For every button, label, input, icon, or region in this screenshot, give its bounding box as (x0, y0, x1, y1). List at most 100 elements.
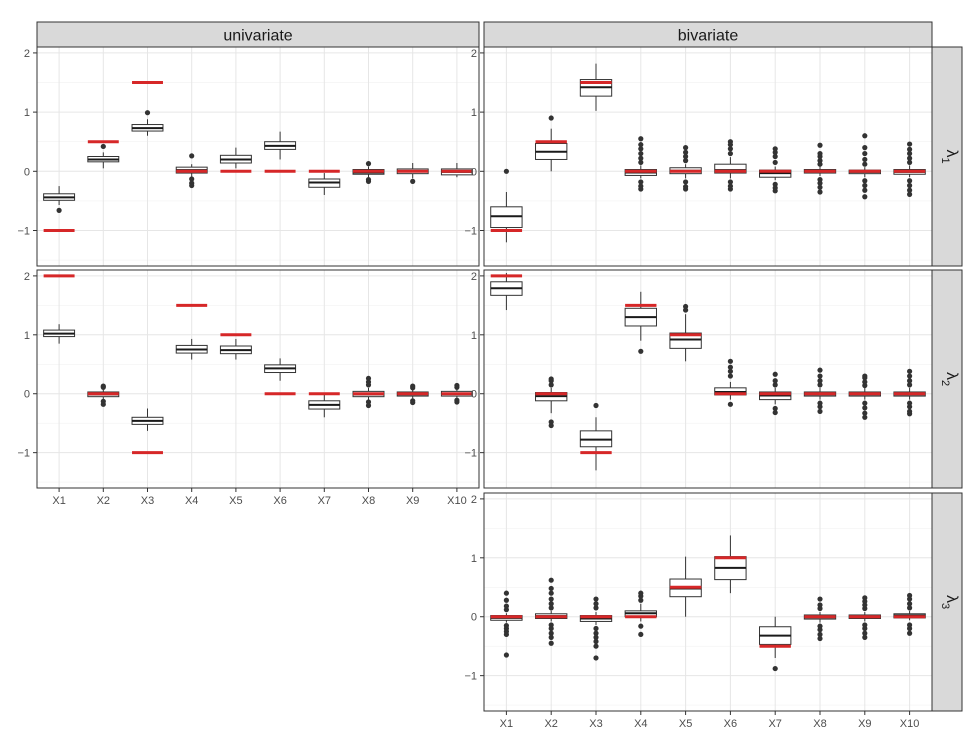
outlier-point (638, 590, 644, 596)
outlier-point (503, 590, 509, 596)
box-X10 (893, 592, 926, 636)
x-tick-label: X9 (858, 718, 871, 730)
outlier-point (862, 405, 868, 411)
outlier-point (593, 643, 599, 649)
outlier-point (862, 156, 868, 163)
box-X2 (535, 577, 568, 646)
outlier-point (548, 115, 554, 121)
outlier-point (365, 178, 372, 184)
box-X4 (624, 291, 657, 354)
box-X3 (131, 408, 164, 455)
panel-border (36, 46, 480, 267)
box-X2 (535, 376, 568, 429)
outlier-point (638, 186, 644, 192)
outlier-point (638, 136, 644, 142)
outlier-point (862, 145, 868, 151)
row-strip-2 (931, 269, 963, 489)
outlier-point (862, 595, 868, 601)
outlier-point (638, 142, 644, 148)
outlier-point (862, 194, 868, 200)
outlier-point (727, 186, 734, 192)
outlier-point (683, 179, 689, 185)
outlier-point (365, 402, 372, 409)
box-X8 (352, 161, 385, 184)
outlier-point (817, 631, 823, 638)
x-tick-label: X6 (273, 495, 286, 507)
outlier-point (907, 404, 913, 410)
outlier-point (454, 382, 460, 389)
outlier-point (907, 368, 913, 374)
outlier-point (683, 303, 689, 310)
outlier-point (727, 179, 734, 185)
outlier-point (727, 364, 734, 370)
box-iqr (714, 163, 747, 174)
outlier-point (638, 597, 644, 603)
outlier-point (410, 399, 416, 406)
row-strip-symbol: λ (943, 372, 960, 380)
outlier-point (548, 382, 554, 388)
y-tick-label: −1 (464, 671, 477, 683)
box-X1 (490, 272, 523, 311)
outlier-point (638, 150, 644, 157)
row-strip-symbol: λ (943, 149, 960, 157)
outlier-point (503, 631, 509, 638)
outlier-point (907, 382, 913, 388)
row-strip-subscript: 1 (939, 157, 951, 163)
outlier-point (683, 158, 689, 164)
x-tick-label: X4 (634, 718, 647, 730)
x-tick-label: X7 (318, 495, 331, 507)
outlier-point (817, 596, 823, 602)
outlier-point (548, 585, 554, 592)
box-X5 (219, 147, 252, 173)
outlier-point (907, 155, 913, 161)
outlier-point (503, 168, 509, 174)
outlier-point (862, 410, 868, 416)
outlier-point (862, 133, 868, 139)
outlier-point (817, 150, 823, 157)
box-X5 (669, 556, 702, 617)
outlier-point (772, 665, 778, 672)
outlier-point (772, 188, 778, 194)
x-tick-label: X1 (500, 718, 513, 730)
row-strip-label-3: λ3 (939, 595, 960, 609)
outlier-point (772, 382, 778, 388)
panel-bivariate-row-1: −1 0 1 2 (464, 46, 933, 267)
outlier-point (817, 158, 823, 164)
outlier-point (593, 638, 599, 645)
column-strip-label-univariate: univariate (223, 28, 292, 45)
outlier-point (772, 405, 778, 412)
outlier-point (817, 373, 823, 379)
box-X3 (579, 63, 613, 111)
outlier-point (548, 630, 554, 636)
row-strip-1 (931, 46, 963, 267)
column-strip-label-bivariate: bivariate (678, 28, 739, 45)
box-X3 (131, 81, 164, 136)
outlier-point (593, 596, 599, 602)
box-X4 (624, 136, 657, 192)
outlier-point (817, 627, 823, 633)
box-X9 (396, 163, 429, 184)
box-X10 (893, 141, 926, 197)
y-tick-label: 1 (471, 107, 477, 119)
outlier-point (189, 182, 195, 189)
box-X2 (87, 140, 120, 169)
y-tick-label: 2 (471, 271, 477, 283)
outlier-point (548, 422, 554, 429)
panel-background (37, 270, 479, 488)
outlier-point (907, 373, 913, 379)
outlier-point (727, 146, 734, 152)
y-tick-label: 0 (471, 389, 477, 401)
outlier-point (907, 630, 913, 636)
outlier-point (862, 379, 868, 385)
x-tick-label: X10 (900, 718, 920, 730)
outlier-point (410, 383, 416, 389)
outlier-point (817, 382, 823, 388)
outlier-point (593, 402, 599, 409)
box-X1 (490, 168, 523, 243)
box-X4 (175, 153, 208, 189)
outlier-point (817, 378, 823, 384)
outlier-point (907, 182, 913, 189)
box-X7 (759, 371, 792, 416)
box-X2 (535, 115, 568, 172)
